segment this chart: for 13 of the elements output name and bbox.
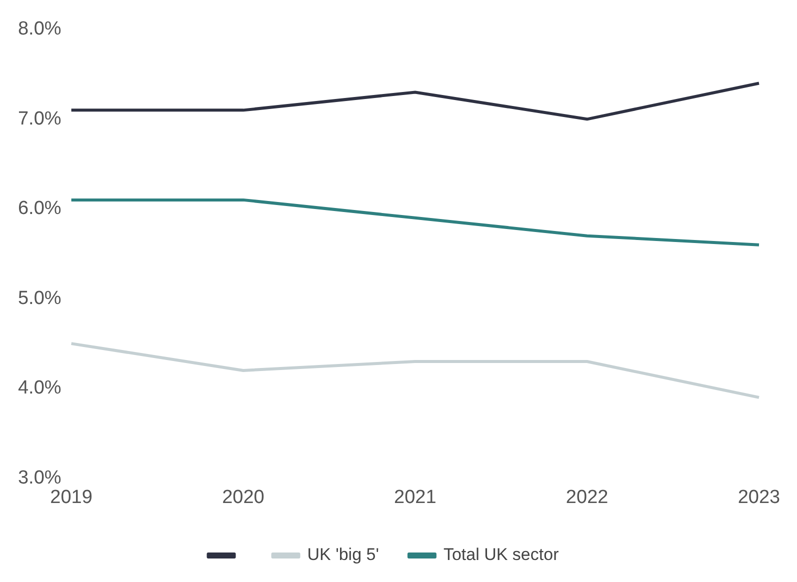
x-tick-label: 2022 — [566, 486, 608, 508]
y-tick-label: 4.0% — [18, 378, 62, 399]
legend-label: UK 'big 5' — [307, 545, 379, 564]
y-tick-label: 8.0% — [18, 18, 62, 40]
x-tick-label: 2020 — [222, 486, 264, 508]
y-tick-label: 6.0% — [18, 198, 62, 220]
x-tick-label: 2023 — [738, 486, 780, 508]
y-tick-label: 5.0% — [18, 288, 62, 309]
x-tick-label: 2021 — [394, 486, 436, 508]
legend-label: Total UK sector — [443, 545, 560, 564]
y-tick-label: 7.0% — [18, 108, 62, 130]
y-tick-label: 3.0% — [18, 467, 62, 488]
x-tick-label: 2019 — [50, 486, 92, 508]
